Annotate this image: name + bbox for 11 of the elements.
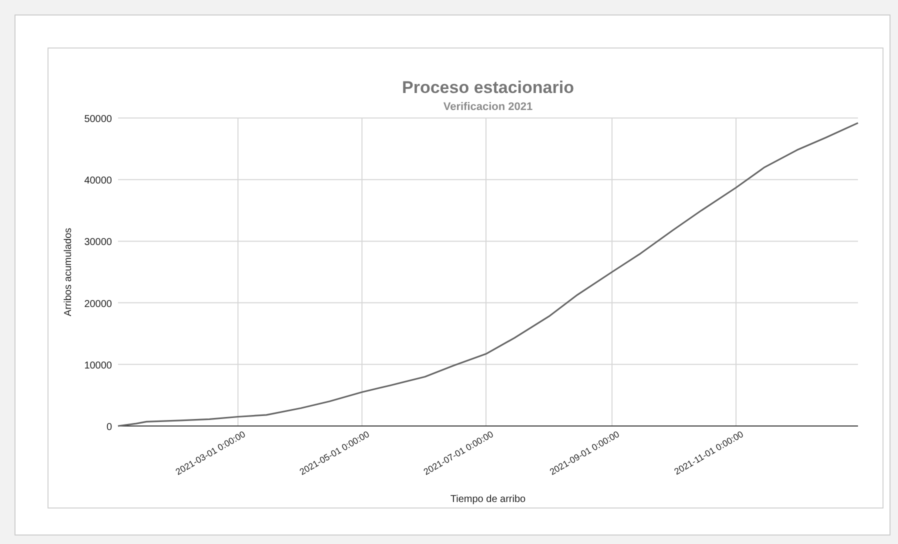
chart-subtitle: Verificacion 2021 [443, 101, 533, 113]
y-tick-label: 40000 [84, 176, 112, 187]
y-tick-label: 0 [106, 422, 112, 433]
y-tick-label: 30000 [84, 237, 112, 248]
line-series [117, 122, 859, 427]
y-axis-title: Arribos acumulados [63, 228, 74, 316]
y-tick-label: 20000 [84, 298, 112, 310]
y-tick-label: 10000 [84, 360, 112, 372]
y-tick-label: 50000 [84, 114, 112, 125]
chart-title: Proceso estacionario [402, 78, 574, 97]
x-axis-title: Tiempo de arribo [450, 494, 526, 505]
